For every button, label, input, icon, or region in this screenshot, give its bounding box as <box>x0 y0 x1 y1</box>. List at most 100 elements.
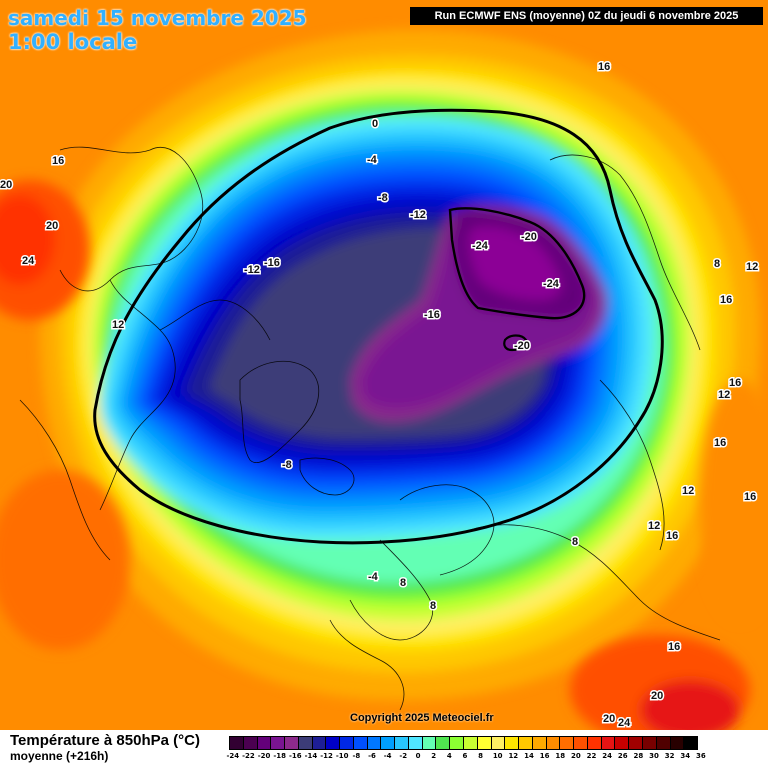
scale-swatch <box>641 736 656 750</box>
scale-tick: 16 <box>539 752 550 760</box>
scale-tick: 26 <box>617 752 628 760</box>
map-label: -8 <box>282 459 292 471</box>
scale-swatch <box>531 736 546 750</box>
map-label: 20 <box>651 690 663 702</box>
map-label: 12 <box>682 485 694 497</box>
scale-tick: -14 <box>304 752 318 760</box>
scale-swatch <box>380 736 395 750</box>
scale-tick: -16 <box>289 752 302 760</box>
map-label: 16 <box>744 491 756 503</box>
scale-swatch <box>559 736 574 750</box>
map-label: 24 <box>618 717 631 729</box>
map-label: 16 <box>720 294 732 306</box>
map-label: 20 <box>46 220 58 232</box>
map-label: 16 <box>668 641 680 653</box>
scale-swatch <box>463 736 477 750</box>
scale-swatch <box>449 736 464 750</box>
scale-tick: 36 <box>696 752 706 760</box>
scale-tick: 32 <box>664 752 675 760</box>
map-label: 12 <box>746 261 758 273</box>
map-label: 8 <box>714 258 720 270</box>
scale-tick: -24 <box>226 752 240 760</box>
map-label: 8 <box>572 536 578 548</box>
minus24-contour <box>448 207 586 320</box>
map-label: 0 <box>372 118 378 130</box>
map-label: 12 <box>718 389 730 401</box>
scale-swatch <box>242 736 257 750</box>
minus20-contour <box>503 334 528 352</box>
map-label: 24 <box>22 255 35 267</box>
legend-subtitle: moyenne (+216h) <box>10 749 109 763</box>
map-label: 12 <box>648 520 660 532</box>
temperature-map: 16 16 20 20 24 12 0 -4 -8 -12 -12 -16 -2… <box>0 29 768 731</box>
scale-swatch <box>669 736 684 750</box>
scale-swatch <box>339 736 353 750</box>
map-label: 20 <box>0 179 12 191</box>
copyright: Copyright 2025 Meteociel.fr <box>350 712 494 724</box>
run-info: Run ECMWF ENS (moyenne) 0Z du jeudi 6 no… <box>410 7 763 25</box>
scale-swatch <box>586 736 601 750</box>
legend-title: Température à 850hPa (°C) <box>10 732 200 749</box>
scale-swatch <box>545 736 560 750</box>
map-label: -8 <box>378 192 388 204</box>
scale-swatch <box>614 736 629 750</box>
scale-swatch <box>435 736 450 750</box>
scale-swatch <box>655 736 670 750</box>
scale-swatch <box>394 736 408 750</box>
scale-tick: 0 <box>415 752 421 760</box>
scale-swatch <box>518 736 532 750</box>
map-label: -16 <box>424 309 440 321</box>
scale-swatch <box>504 736 519 750</box>
map-label: 16 <box>729 377 741 389</box>
scale-tick: 14 <box>524 752 534 760</box>
scale-tick: -10 <box>335 752 349 760</box>
map-label: 20 <box>603 713 615 725</box>
scale-tick: -8 <box>352 752 361 760</box>
isotherm-labels: 16 16 20 20 24 12 0 -4 -8 -12 -12 -16 -2… <box>0 60 760 731</box>
scale-tick: 12 <box>508 752 519 760</box>
color-scale <box>229 736 699 750</box>
map-label: -20 <box>514 340 530 352</box>
scale-tick: 22 <box>586 752 597 760</box>
scale-tick: 2 <box>431 752 437 760</box>
coastlines <box>19 146 721 711</box>
forecast-date: samedi 15 novembre 2025 <box>8 6 307 30</box>
map-label: -12 <box>244 264 260 276</box>
map-label: -16 <box>264 257 280 269</box>
scale-tick: -18 <box>273 752 287 760</box>
scale-swatch <box>421 736 436 750</box>
scale-tick: 8 <box>478 752 484 760</box>
forecast-time: 1:00 locale <box>8 30 138 54</box>
scale-tick: 24 <box>602 752 612 760</box>
map-label: 16 <box>666 530 678 542</box>
scale-tick: -6 <box>368 752 376 760</box>
scale-swatch <box>325 736 340 750</box>
scale-swatch <box>352 736 367 750</box>
map-label: -12 <box>410 209 426 221</box>
scale-swatch <box>311 736 326 750</box>
scale-tick: 28 <box>633 752 644 760</box>
scale-tick: 34 <box>680 752 691 760</box>
map-label: -20 <box>521 231 537 243</box>
scale-swatch <box>476 736 491 750</box>
map-label: -4 <box>367 154 378 166</box>
scale-tick: -22 <box>242 752 255 760</box>
map-label: 16 <box>714 437 726 449</box>
scale-tick: -4 <box>383 752 392 760</box>
scale-tick: -2 <box>399 752 408 760</box>
scale-swatch <box>270 736 285 750</box>
scale-swatch <box>256 736 271 750</box>
scale-swatch <box>628 736 642 750</box>
scale-swatch <box>490 736 505 750</box>
scale-swatch <box>407 736 422 750</box>
scale-swatch <box>366 736 381 750</box>
scale-tick: 10 <box>492 752 503 760</box>
scale-swatch <box>229 736 243 750</box>
scale-tick: 4 <box>446 752 452 760</box>
scale-swatch <box>573 736 587 750</box>
scale-tick: 20 <box>570 752 581 760</box>
map-label: -24 <box>543 278 560 290</box>
scale-tick: -20 <box>257 752 271 760</box>
map-label: 16 <box>52 155 64 167</box>
scale-tick: 6 <box>462 752 468 760</box>
